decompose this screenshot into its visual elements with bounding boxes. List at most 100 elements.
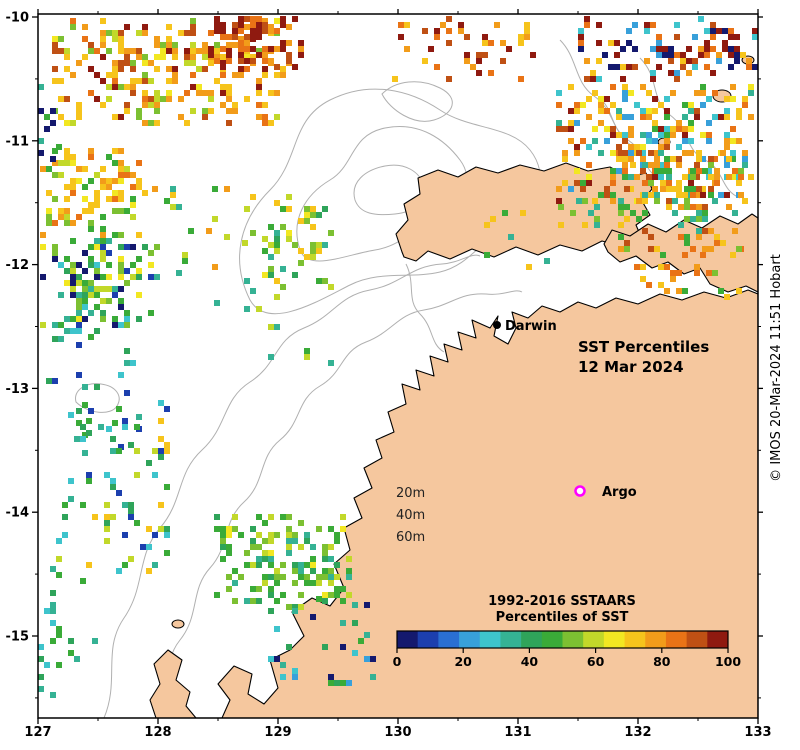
sst-pixel: [88, 292, 94, 298]
sst-pixel: [256, 544, 262, 550]
sst-pixel: [666, 204, 672, 210]
sst-pixel: [742, 96, 748, 102]
sst-pixel: [94, 96, 100, 102]
sst-pixel: [88, 208, 94, 214]
sst-pixel: [616, 114, 622, 120]
depth-label-40m: 40m: [396, 508, 425, 523]
sst-pixel: [674, 52, 680, 58]
sst-pixel: [122, 562, 128, 568]
sst-pixel: [328, 674, 334, 680]
sst-pixel: [226, 550, 232, 556]
sst-pixel: [654, 156, 660, 162]
sst-pixel: [610, 192, 616, 198]
sst-pixel: [700, 90, 706, 96]
sst-pixel: [148, 96, 154, 102]
sst-pixel: [154, 244, 160, 250]
sst-pixel: [250, 230, 256, 236]
sst-pixel: [610, 198, 616, 204]
sst-pixel: [238, 28, 244, 34]
sst-pixel: [624, 204, 630, 210]
sst-pixel: [244, 58, 250, 64]
sst-pixel: [694, 162, 700, 168]
sst-pixel: [208, 52, 214, 58]
sst-pixel: [640, 156, 646, 162]
sst-pixel: [736, 246, 742, 252]
sst-pixel: [244, 24, 250, 30]
sst-pixel: [644, 28, 650, 34]
sst-pixel: [142, 244, 148, 250]
sst-pixel: [62, 514, 68, 520]
sst-pixel: [628, 156, 634, 162]
sst-pixel: [310, 224, 316, 230]
sst-pixel: [220, 54, 226, 60]
sst-pixel: [648, 162, 654, 168]
sst-pixel: [718, 192, 724, 198]
sst-pixel: [58, 336, 64, 342]
sst-pixel: [184, 90, 190, 96]
sst-pixel: [268, 28, 274, 34]
sst-pixel: [616, 156, 622, 162]
sst-pixel: [88, 154, 94, 160]
sst-pixel: [706, 270, 712, 276]
sst-pixel: [110, 484, 116, 490]
sst-pixel: [706, 138, 712, 144]
sst-pixel: [652, 150, 658, 156]
depth-label-60m: 60m: [396, 530, 425, 545]
sst-pixel: [118, 114, 124, 120]
sst-pixel: [340, 526, 346, 532]
sst-pixel: [710, 34, 716, 40]
sst-pixel: [654, 168, 660, 174]
sst-pixel: [274, 18, 280, 24]
sst-pixel: [76, 262, 82, 268]
sst-pixel: [148, 262, 154, 268]
sst-pixel: [64, 256, 70, 262]
sst-pixel: [50, 108, 56, 114]
sst-pixel: [622, 174, 628, 180]
sst-pixel: [82, 292, 88, 298]
sst-pixel: [124, 268, 130, 274]
sst-pixel: [598, 96, 604, 102]
sst-pixel: [196, 84, 202, 90]
sst-pixel: [686, 70, 692, 76]
sst-pixel: [154, 274, 160, 280]
sst-pixel: [94, 48, 100, 54]
sst-pixel: [328, 526, 334, 532]
sst-pixel: [40, 166, 46, 172]
sst-pixel: [626, 40, 632, 46]
sst-pixel: [88, 178, 94, 184]
sst-pixel: [652, 174, 658, 180]
sst-pixel: [262, 272, 268, 278]
sst-pixel: [56, 556, 62, 562]
sst-pixel: [170, 204, 176, 210]
sst-pixel: [658, 102, 664, 108]
sst-pixel: [712, 114, 718, 120]
sst-pixel: [648, 150, 654, 156]
sst-pixel: [274, 236, 280, 242]
sst-pixel: [136, 178, 142, 184]
sst-pixel: [578, 46, 584, 52]
sst-pixel: [676, 126, 682, 132]
sst-pixel: [370, 674, 376, 680]
sst-pixel: [618, 234, 624, 240]
sst-pixel: [70, 184, 76, 190]
lat-tick-label: -15: [6, 630, 30, 645]
colorbar-segment: [397, 631, 419, 648]
sst-pixel: [136, 54, 142, 60]
sst-pixel: [226, 120, 232, 126]
sst-pixel: [52, 78, 58, 84]
sst-pixel: [694, 264, 700, 270]
colorbar-segment: [500, 631, 522, 648]
sst-pixel: [286, 526, 292, 532]
sst-pixel: [50, 692, 56, 698]
sst-pixel: [106, 238, 112, 244]
sst-pixel: [50, 566, 56, 572]
sst-pixel: [636, 198, 642, 204]
sst-pixel: [86, 562, 92, 568]
sst-pixel: [160, 42, 166, 48]
sst-pixel: [346, 574, 352, 580]
sst-pixel: [104, 502, 110, 508]
sst-pixel: [586, 162, 592, 168]
sst-pixel: [672, 198, 678, 204]
sst-pixel: [292, 538, 298, 544]
sst-pixel: [64, 154, 70, 160]
